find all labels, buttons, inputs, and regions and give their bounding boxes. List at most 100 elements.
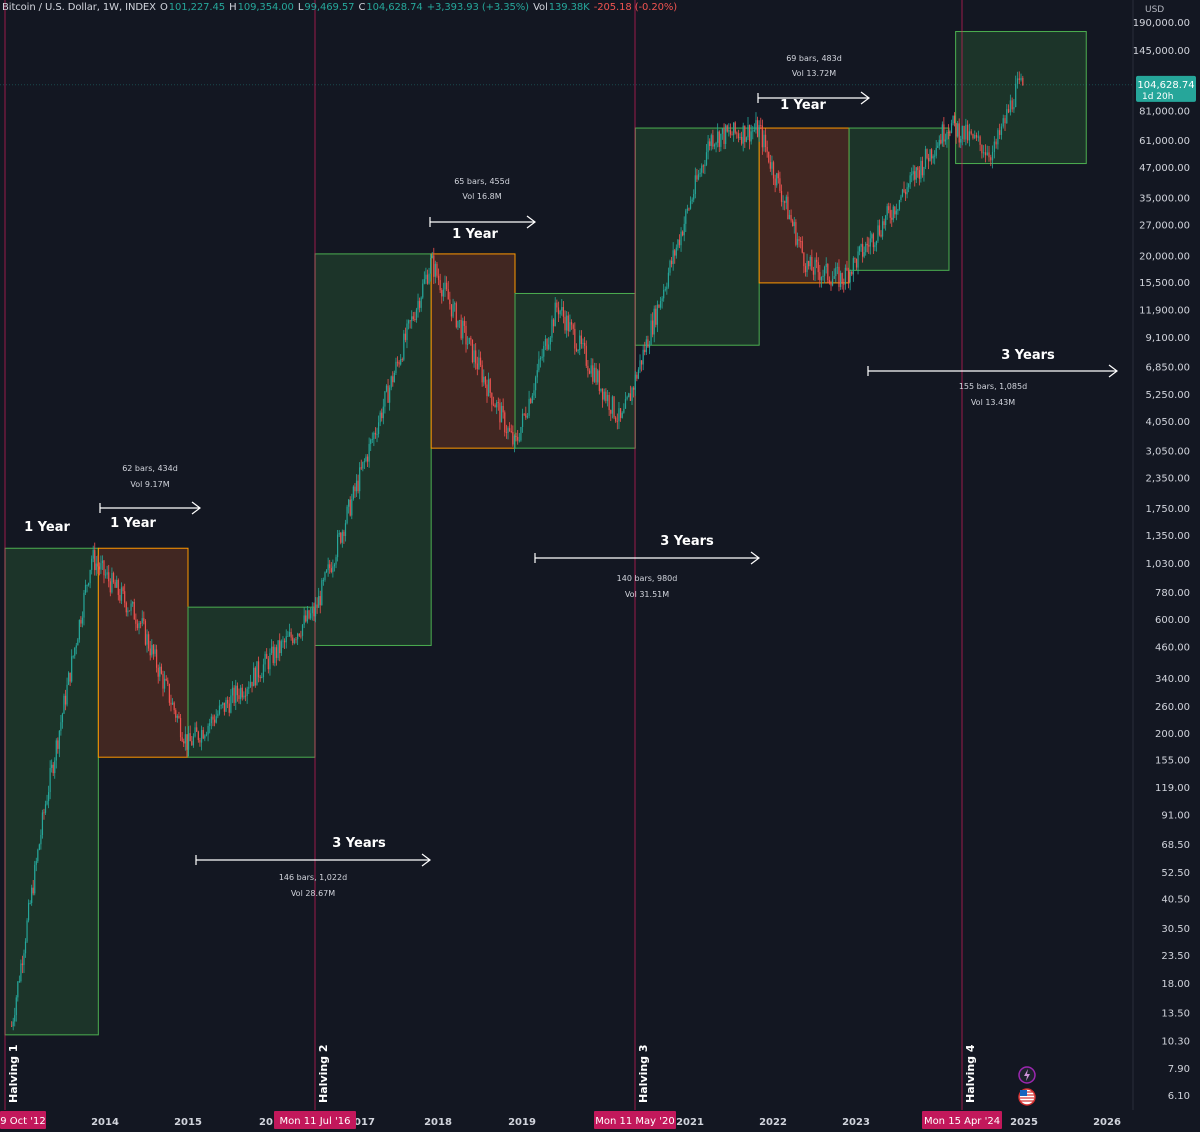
candle-body	[130, 603, 132, 611]
candle-body	[947, 132, 950, 133]
price-tick-label: 7.90	[1168, 1064, 1190, 1075]
candle-body	[496, 402, 498, 408]
currency-label: USD	[1145, 5, 1164, 15]
candle-body	[828, 279, 830, 283]
candle-body	[468, 337, 470, 344]
candle-body	[483, 376, 485, 383]
candle-body	[29, 902, 31, 904]
halving-label: Halving 1	[7, 1044, 20, 1103]
candle-body	[300, 635, 302, 637]
candle-body	[793, 222, 795, 227]
halving-label: Halving 4	[964, 1044, 977, 1103]
price-tick-label: 200.00	[1155, 729, 1190, 740]
candle-body	[926, 149, 928, 159]
time-tick-label: 20	[259, 1117, 273, 1128]
candle-body	[373, 432, 375, 440]
price-tick-label: 18.00	[1161, 979, 1190, 990]
candle-body	[63, 695, 65, 714]
candle-body	[518, 440, 520, 442]
candle-body	[417, 301, 419, 310]
candle-body	[465, 325, 467, 345]
price-tick-label: 61,000.00	[1139, 136, 1190, 147]
candle-body	[710, 135, 712, 147]
price-tick-label: 68.50	[1161, 840, 1190, 851]
candle-body	[442, 289, 444, 297]
candle-body	[521, 413, 524, 428]
candle-body	[737, 133, 740, 139]
candle-body	[1009, 100, 1011, 113]
candle-body	[103, 560, 105, 576]
candle-body	[439, 280, 441, 291]
candle-body	[986, 152, 988, 156]
candle-body	[760, 125, 762, 126]
candle-body	[881, 221, 884, 237]
candle-body	[458, 320, 461, 321]
price-tick-label: 11,900.00	[1139, 305, 1190, 316]
candle-body	[685, 210, 687, 224]
candle-body	[523, 413, 525, 415]
us-flag-icon[interactable]	[1018, 1088, 1036, 1106]
candle-body	[37, 849, 39, 862]
candle-body	[428, 273, 430, 284]
candle-body	[423, 279, 425, 284]
candle-body	[75, 645, 77, 648]
price-tick-label: 260.00	[1155, 702, 1190, 713]
candle-body	[500, 405, 503, 423]
candle-body	[595, 367, 597, 383]
candle-body	[446, 282, 448, 290]
candle-body	[349, 499, 351, 516]
candle-body	[81, 617, 84, 624]
price-tick-label: 47,000.00	[1139, 163, 1190, 174]
price-tick-label: 81,000.00	[1139, 106, 1190, 117]
candle-body	[535, 377, 537, 391]
price-axis-background	[1133, 0, 1200, 1110]
candle-body	[602, 388, 604, 400]
candle-body	[502, 405, 504, 413]
candle-body	[78, 620, 80, 640]
candle-body	[915, 167, 917, 180]
candle-body	[34, 864, 36, 894]
candle-body	[454, 303, 456, 305]
candle-body	[693, 194, 695, 200]
candle-body	[768, 151, 770, 163]
symbol-label[interactable]: Bitcoin / U.S. Dollar, 1W, INDEX	[2, 2, 156, 13]
candle-body	[152, 645, 155, 654]
candle-body	[163, 678, 166, 689]
measure-volume: Vol 9.17M	[130, 480, 169, 489]
candle-body	[390, 376, 392, 388]
candle-body	[97, 563, 99, 567]
close-label: C	[358, 2, 366, 13]
candle-body	[77, 639, 79, 646]
candle-body	[621, 412, 623, 418]
candle-body	[287, 636, 289, 637]
candle-body	[865, 243, 867, 253]
candle-body	[588, 370, 591, 374]
candle-body	[645, 339, 647, 353]
current-price-value: 104,628.74	[1137, 80, 1194, 91]
measure-label: 3 Years	[1001, 348, 1055, 363]
candle-body	[736, 132, 738, 134]
candle-body	[688, 208, 690, 210]
candle-body	[319, 596, 321, 606]
candle-body	[407, 320, 410, 324]
lightning-icon[interactable]	[1018, 1066, 1036, 1084]
candle-body	[381, 412, 383, 419]
candle-body	[968, 131, 971, 141]
candle-body	[872, 234, 874, 248]
candle-body	[54, 760, 56, 774]
candle-body	[869, 238, 871, 247]
candle-body	[218, 705, 221, 714]
price-tick-label: 1,030.00	[1145, 559, 1190, 570]
candle-body	[766, 146, 768, 152]
candle-body	[507, 428, 509, 433]
candle-body	[886, 206, 888, 216]
candle-body	[629, 393, 631, 401]
candle-body	[393, 372, 395, 383]
candle-body	[360, 467, 362, 469]
candle-body	[993, 141, 995, 152]
candle-body	[808, 260, 810, 267]
candle-body	[787, 196, 789, 220]
candle-body	[144, 620, 147, 645]
candle-body	[983, 152, 985, 154]
